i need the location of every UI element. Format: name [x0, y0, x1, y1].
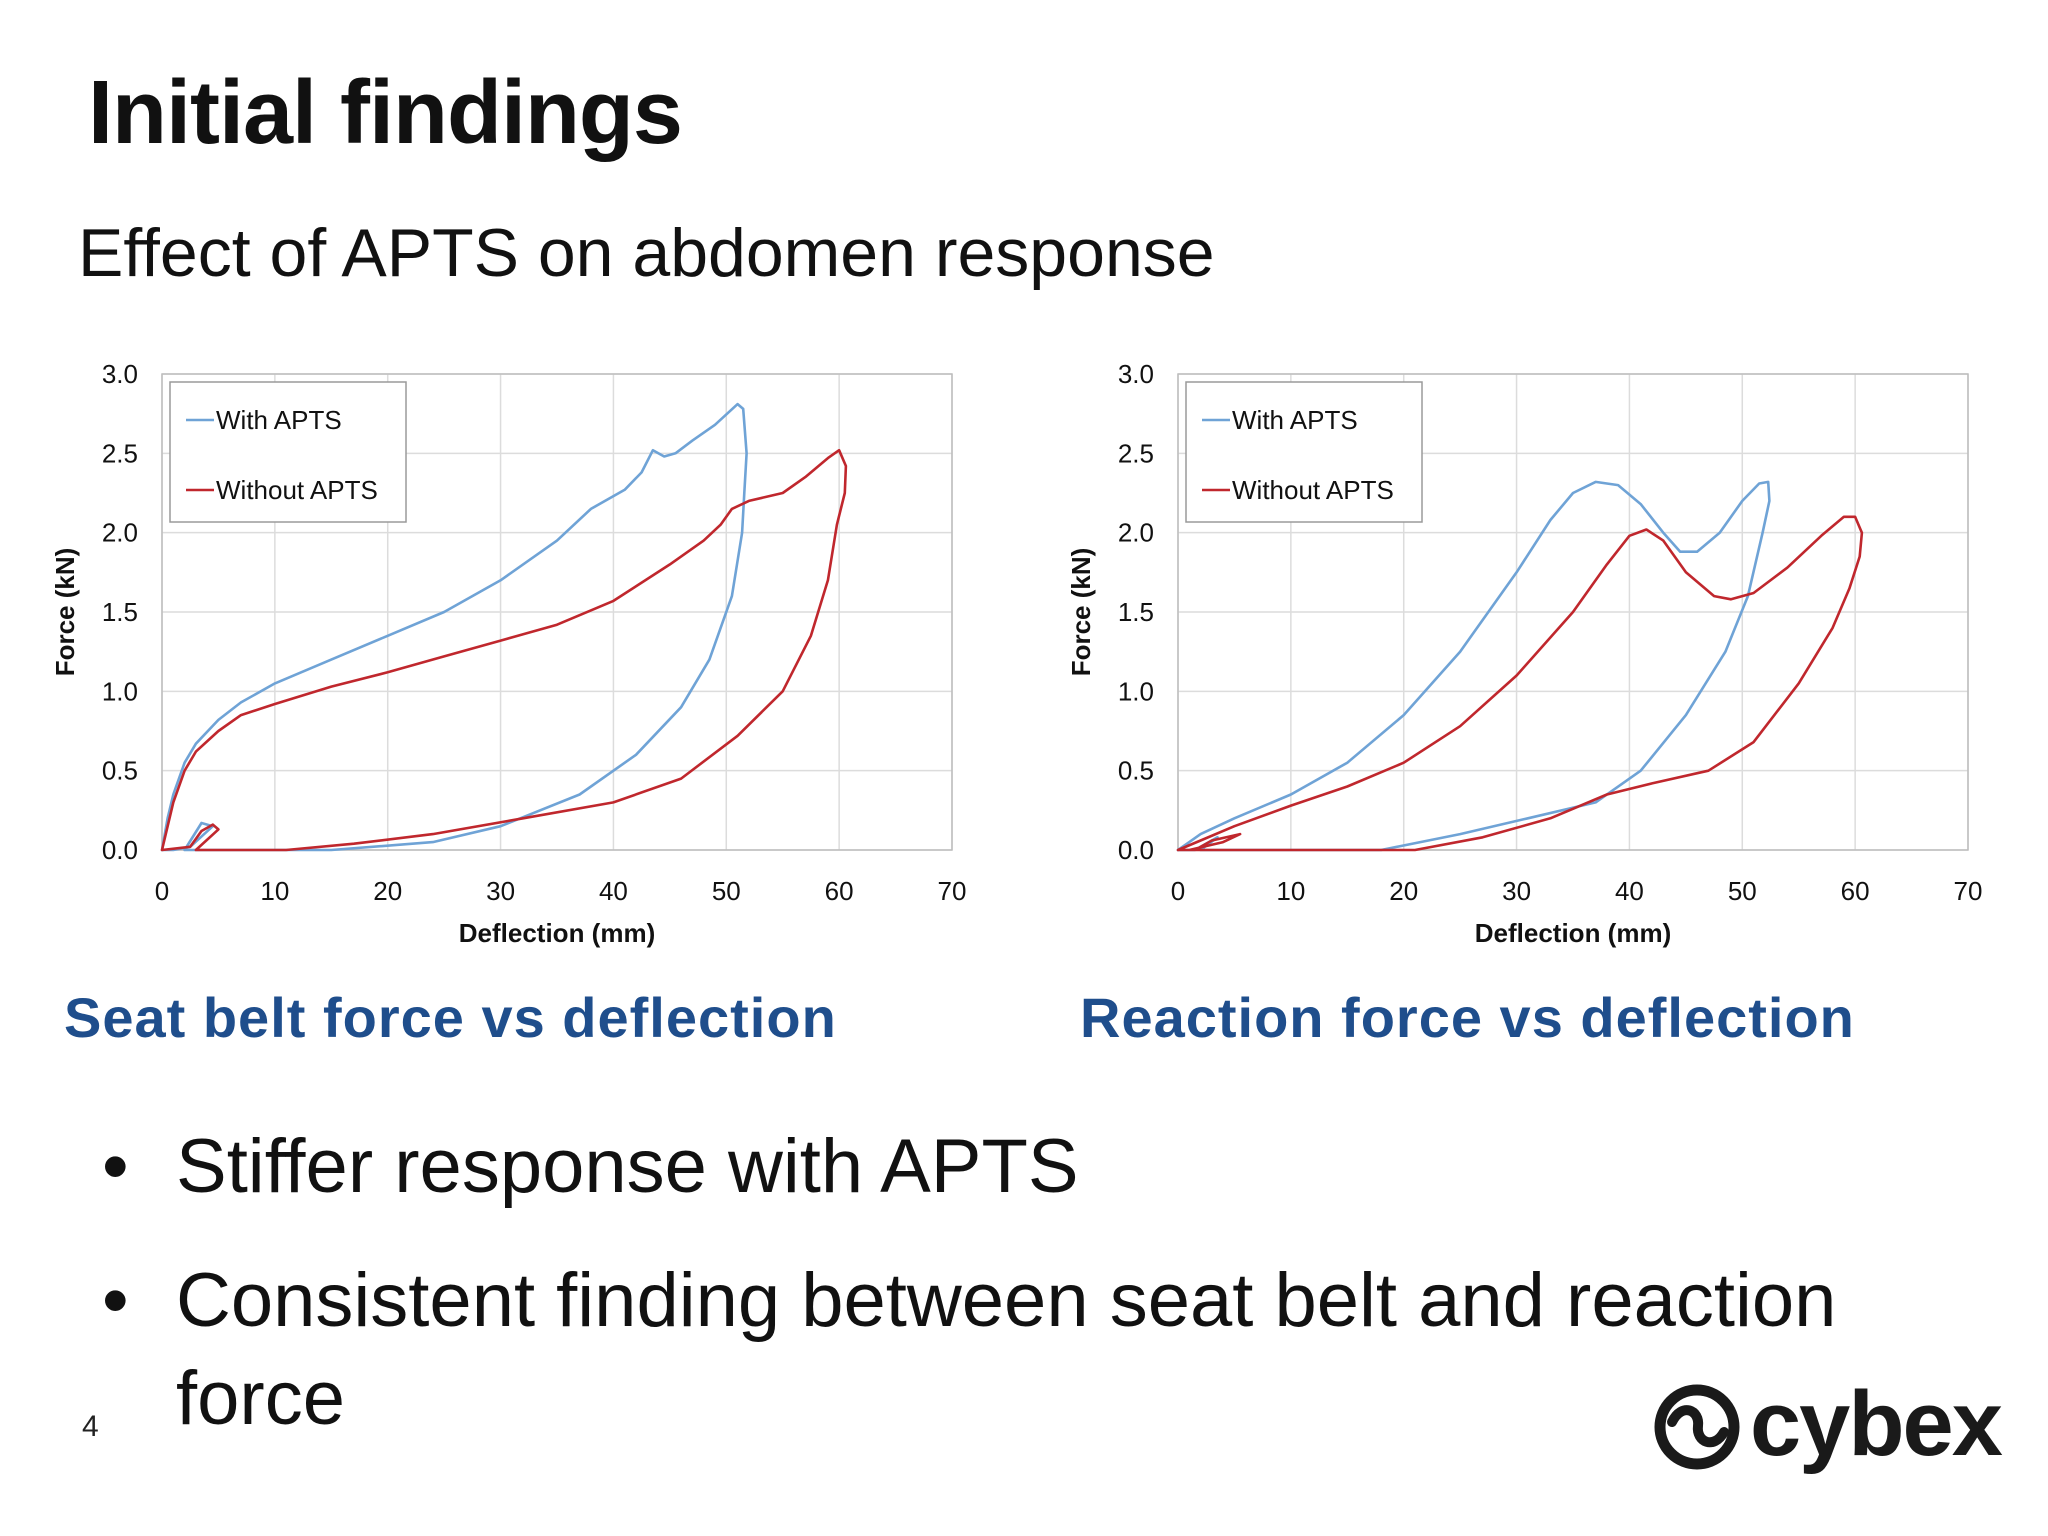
x-tick-label: 60: [825, 876, 854, 906]
y-tick-label: 2.0: [102, 518, 138, 548]
y-tick-label: 2.5: [1118, 438, 1154, 468]
finding-text: Consistent finding between seat belt and…: [176, 1258, 1837, 1441]
y-axis-label: Force (kN): [50, 548, 80, 677]
reaction-force-chart: 0 10 20 30 40 50 60 70 0.0 0.5 1.0 1.5 2.0 2.5 3.0 Defl…: [1056, 350, 2016, 955]
x-tick-label: 50: [1728, 876, 1757, 906]
x-tick-label: 20: [373, 876, 402, 906]
x-tick-label: 0: [155, 876, 169, 906]
x-axis-label: Deflection (mm): [459, 918, 655, 948]
bullet-icon: •: [102, 1124, 129, 1209]
y-tick-label: 1.0: [102, 676, 138, 706]
y-tick-label: 2.5: [102, 438, 138, 468]
legend-label: Without APTS: [1232, 475, 1394, 505]
x-tick-label: 70: [1954, 876, 1983, 906]
plot-area-border: [1177, 373, 1969, 851]
y-tick-label: 1.5: [102, 597, 138, 627]
logo-text: cybex: [1750, 1373, 2003, 1475]
legend-label: Without APTS: [216, 475, 378, 505]
x-tick-label: 40: [599, 876, 628, 906]
x-tick-label: 30: [1502, 876, 1531, 906]
x-axis-label: Deflection (mm): [1475, 918, 1671, 948]
legend-box: [169, 381, 407, 523]
seat-belt-force-chart-svg: 0 10 20 30 40 50 60 70 0.0 0.5 1.0 1.5 2.0 2.5 3.0 Defl…: [50, 359, 967, 948]
y-tick-label: 0.5: [1118, 756, 1154, 786]
x-tick-label: 40: [1615, 876, 1644, 906]
legend-label: With APTS: [216, 405, 342, 435]
cybex-logo-icon: [1654, 1384, 1740, 1470]
y-tick-label: 3.0: [102, 359, 138, 389]
y-tick-label: 2.0: [1118, 518, 1154, 548]
page-title: Initial findings: [88, 63, 683, 163]
seat-belt-force-chart: 0 10 20 30 40 50 60 70 0.0 0.5 1.0 1.5 2.0 2.5 3.0 Defl…: [40, 350, 1000, 955]
x-tick-label: 0: [1171, 876, 1185, 906]
series-line-with-apts: [1176, 480, 1771, 852]
y-tick-label: 3.0: [1118, 359, 1154, 389]
y-tick-label: 0.0: [102, 835, 138, 865]
seat-belt-caption: Seat belt force vs deflection: [64, 986, 837, 1049]
x-tick-label: 30: [486, 876, 515, 906]
finding-text: Stiffer response with APTS: [176, 1124, 1079, 1209]
x-tick-label: 20: [1389, 876, 1418, 906]
legend-box: [1185, 381, 1423, 523]
series-line-without-apts: [1176, 515, 1864, 852]
finding-item: • Stiffer response with APTS: [96, 1118, 1876, 1216]
y-tick-label: 1.5: [1118, 597, 1154, 627]
legend-label: With APTS: [1232, 405, 1358, 435]
plot-area-border: [161, 373, 953, 851]
y-tick-label: 0.0: [1118, 835, 1154, 865]
cybex-logo: cybex: [1652, 1373, 2003, 1478]
finding-item: • Consistent finding between seat belt an…: [96, 1252, 1876, 1448]
page-number: 4: [82, 1410, 99, 1443]
series-line-with-apts: [160, 402, 748, 852]
x-tick-label: 10: [260, 876, 289, 906]
page-subtitle: Effect of APTS on abdomen response: [78, 215, 1215, 291]
series-line-without-apts: [160, 448, 848, 852]
findings-list: • Stiffer response with APTS • Consistent …: [96, 1118, 1876, 1484]
y-tick-label: 0.5: [102, 756, 138, 786]
y-axis-label: Force (kN): [1066, 548, 1096, 677]
x-tick-label: 60: [1841, 876, 1870, 906]
y-tick-label: 1.0: [1118, 676, 1154, 706]
x-tick-label: 50: [712, 876, 741, 906]
reaction-force-chart-svg: 0 10 20 30 40 50 60 70 0.0 0.5 1.0 1.5 2.0 2.5 3.0 Defl…: [1066, 359, 1983, 948]
reaction-force-caption: Reaction force vs deflection: [1080, 986, 1855, 1049]
bullet-icon: •: [102, 1258, 129, 1343]
x-tick-label: 70: [938, 876, 967, 906]
x-tick-label: 10: [1276, 876, 1305, 906]
